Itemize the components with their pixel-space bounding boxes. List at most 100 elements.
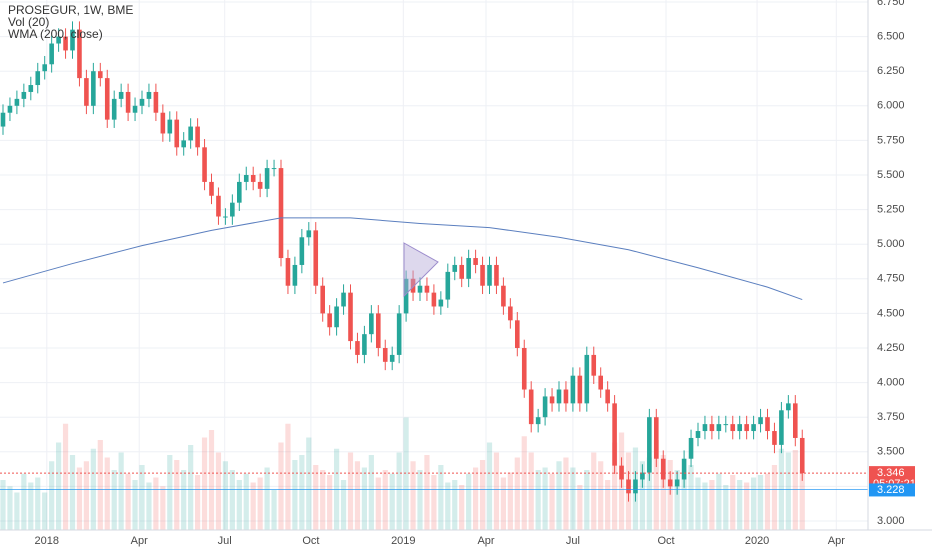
- candle-body: [598, 375, 603, 390]
- candle-body: [584, 354, 590, 404]
- candle-body: [660, 458, 666, 480]
- volume-bar: [674, 470, 680, 530]
- volume-bar: [208, 430, 215, 530]
- candle-body: [466, 258, 471, 279]
- candle-body: [549, 396, 555, 404]
- x-tick-label: Jul: [218, 535, 232, 547]
- volume-bar: [598, 461, 604, 530]
- volume-bar: [35, 477, 41, 530]
- volume-bar: [299, 455, 305, 530]
- volume-bar: [125, 473, 131, 530]
- volume-bar: [285, 423, 291, 530]
- y-tick-label: 5.000: [877, 238, 905, 250]
- chart-title: PROSEGUR, 1W, BME: [8, 3, 133, 17]
- volume-bar: [459, 485, 465, 530]
- candle-body: [188, 126, 193, 141]
- candle-body: [452, 264, 458, 272]
- volume-bar: [76, 467, 83, 530]
- candle-body: [202, 147, 207, 182]
- candle-body: [744, 424, 749, 432]
- volume-bar: [181, 470, 187, 530]
- candle-body: [139, 98, 145, 106]
- candle-body: [264, 168, 270, 189]
- volume-bar: [521, 436, 527, 530]
- volume-bar: [174, 460, 180, 530]
- volume-bar: [452, 480, 458, 530]
- candle-body: [577, 375, 583, 404]
- volume-bar: [167, 455, 173, 530]
- volume-bar: [21, 473, 27, 530]
- candle-body: [7, 105, 13, 113]
- volume-bar: [493, 452, 500, 530]
- axes: 3.0003.2503.5003.7504.0004.2504.5004.750…: [35, 0, 916, 547]
- volume-bar: [278, 442, 284, 530]
- candle-body: [209, 181, 214, 196]
- candle-body: [765, 417, 770, 432]
- candles: [0, 21, 868, 502]
- volume-bar: [7, 486, 13, 530]
- volume-bar: [646, 457, 652, 530]
- volume-bar: [118, 452, 124, 530]
- candle-body: [730, 424, 736, 432]
- x-tick-label: Apr: [828, 535, 845, 547]
- volume-bar: [612, 442, 618, 530]
- y-tick-label: 4.500: [877, 307, 905, 319]
- candle-body: [667, 479, 673, 487]
- candle-body: [688, 437, 694, 459]
- candle-body: [216, 195, 221, 217]
- candle-body: [167, 119, 173, 134]
- candle-body: [146, 91, 152, 99]
- candle-body: [619, 465, 624, 480]
- volume-bar: [236, 480, 242, 530]
- volume-bar: [438, 465, 444, 530]
- volume-bar: [507, 472, 513, 530]
- volume-bar: [584, 470, 590, 530]
- volume-bar: [563, 457, 569, 530]
- y-tick-label: 3.000: [877, 515, 905, 527]
- candle-body: [786, 403, 791, 411]
- volume-bar: [222, 461, 228, 530]
- volume-bar: [709, 480, 715, 530]
- candle-body: [772, 431, 777, 445]
- candle-body: [459, 264, 464, 279]
- candle-body: [230, 202, 235, 217]
- volume-bar: [250, 482, 256, 530]
- volume-bar: [486, 442, 493, 530]
- x-tick-label: Jul: [566, 535, 580, 547]
- candle-body: [195, 126, 200, 148]
- candle-body: [132, 105, 138, 113]
- candle-body: [799, 437, 805, 474]
- candle-body: [389, 354, 395, 362]
- volume-bar: [757, 475, 764, 530]
- volume-bar: [528, 452, 534, 530]
- volume-bar: [653, 440, 659, 530]
- y-tick-label: 6.500: [877, 31, 905, 43]
- x-tick-label: 2020: [745, 535, 769, 547]
- volume-bar: [556, 461, 562, 530]
- volume-bar: [257, 477, 263, 530]
- candle-body: [605, 389, 610, 404]
- volume-bar: [340, 480, 347, 530]
- volume-bar: [417, 470, 423, 530]
- candle-body: [487, 264, 492, 286]
- candle-body: [299, 237, 305, 265]
- candle-body: [84, 78, 89, 106]
- low-line-tag: [869, 483, 915, 497]
- volume: [0, 417, 805, 530]
- candle-body: [292, 264, 298, 286]
- candle-body: [21, 91, 27, 99]
- candle-body: [521, 348, 527, 390]
- y-tick-label: 5.250: [877, 204, 905, 216]
- candle-body: [515, 320, 520, 348]
- volume-bar: [410, 461, 416, 530]
- volume-bar: [500, 477, 506, 530]
- candle-body: [285, 258, 291, 286]
- candle-body: [480, 264, 485, 286]
- candle-body: [494, 264, 499, 286]
- candle-body: [716, 424, 722, 432]
- volume-bar: [347, 452, 354, 530]
- volume-bar: [306, 437, 312, 530]
- candle-body: [118, 91, 124, 99]
